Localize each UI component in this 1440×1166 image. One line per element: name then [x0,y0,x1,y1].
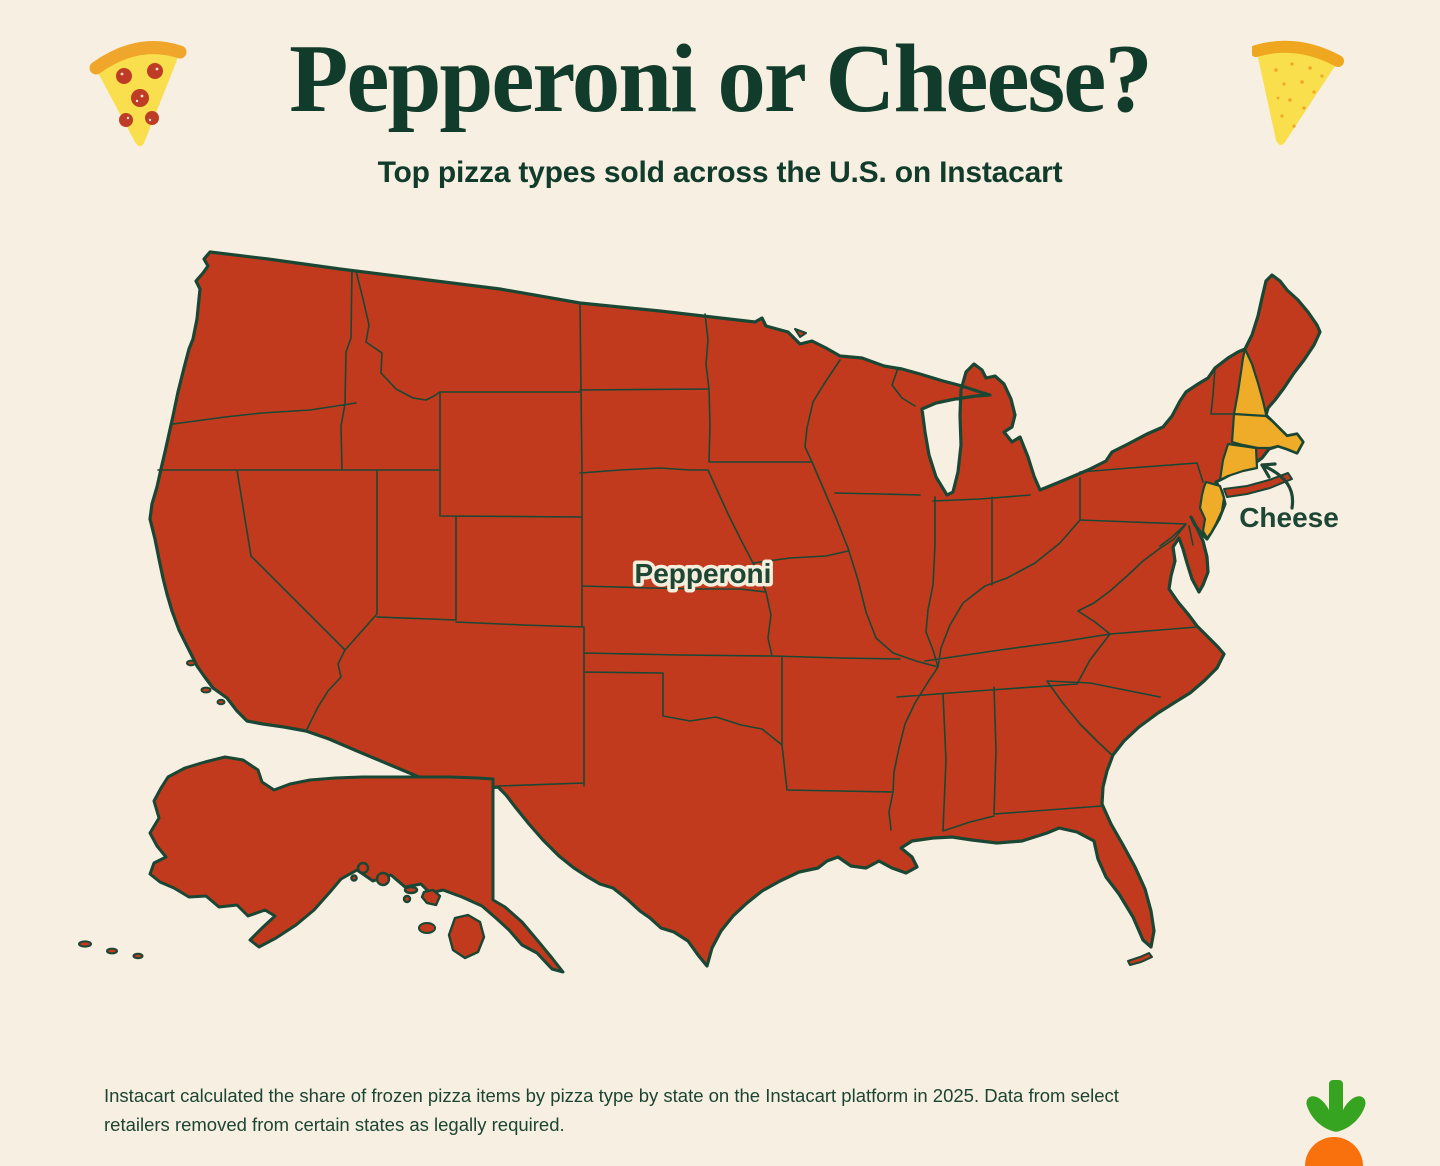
footer-line-2: retailers removed from certain states as… [104,1113,565,1135]
cheese-map-label: Cheese [1239,502,1339,533]
page-subtitle: Top pizza types sold across the U.S. on … [377,156,1063,189]
kodiak-island [418,922,436,934]
hawaii-island [402,894,412,904]
cheese-state-new-jersey [1198,480,1226,540]
small-islands [186,328,1293,966]
florida-keys [1127,952,1153,966]
carrot-body-icon [1305,1137,1363,1166]
instacart-carrot-logo [1305,1080,1366,1166]
state-borders-west [157,269,901,793]
cheese-pizza-slice-icon [1252,40,1344,146]
hawaii-island [420,888,442,907]
pepperoni-pizza-slice-icon [89,41,187,147]
hawaii-island [356,861,370,875]
channel-island [216,698,226,706]
footer-note: Instacart calculated the share of frozen… [104,1082,1304,1139]
cheese-arrow [1260,462,1295,510]
hawaii-pepperoni [350,861,486,960]
page-title: Pepperoni or Cheese? [289,25,1153,132]
superior-islet [794,328,807,338]
cheese-state-connecticut [1218,442,1259,482]
footer-line-1: Instacart calculated the share of frozen… [104,1085,1119,1106]
hawaii-island [447,913,486,960]
cheese-states [1198,347,1305,540]
hawaii-island [350,874,358,882]
carrot-leaf-arrow-icon [1306,1080,1366,1132]
channel-island [186,659,196,667]
channel-island [200,686,212,694]
state-borders-east [804,359,1235,832]
hawaii-island [403,885,419,895]
long-island [1223,472,1293,498]
pepperoni-map-label: Pepperoni [635,558,772,589]
aleutian-islands [78,922,436,960]
hawaii-island [375,871,391,887]
